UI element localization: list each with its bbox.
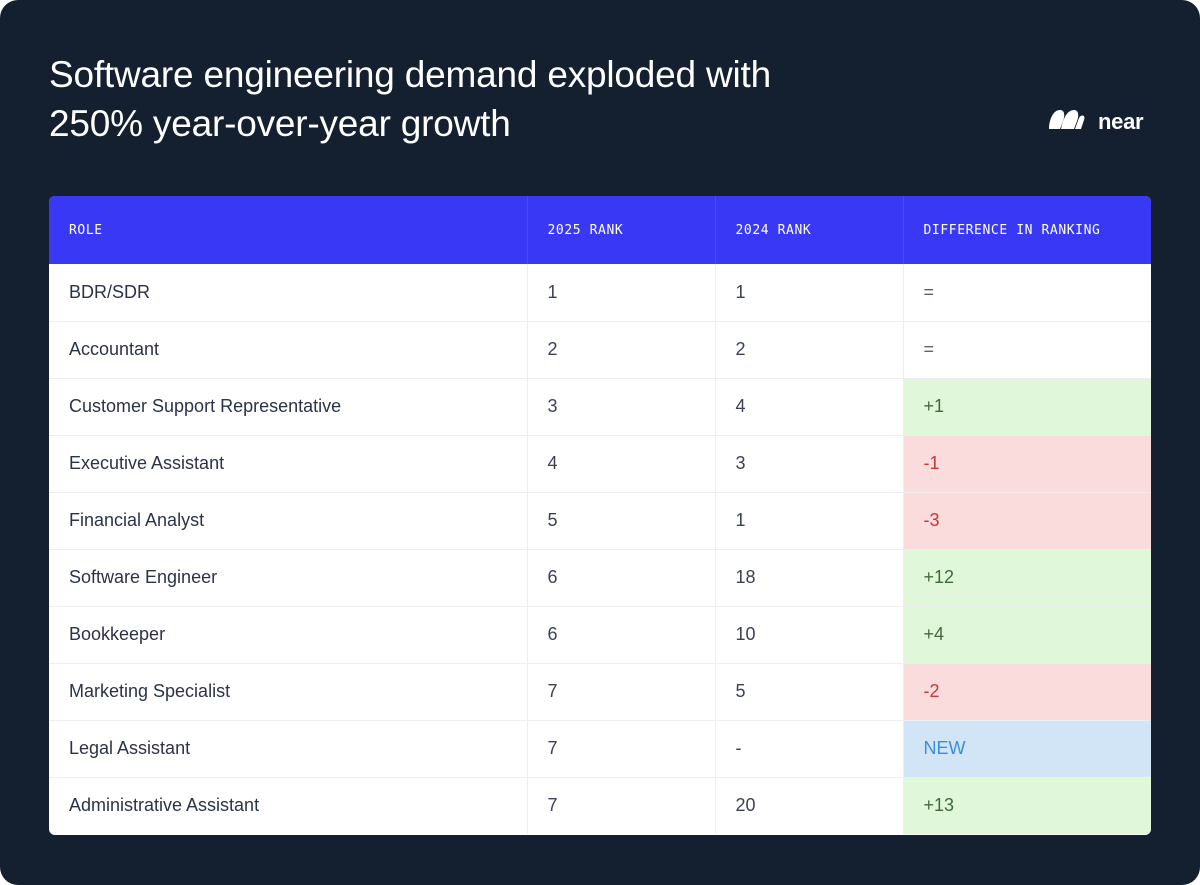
role-cell: Legal Assistant [49,719,528,777]
rank-2025-cell: 7 [527,719,716,777]
rank-2025-cell: 7 [527,662,716,720]
near-logo-text: near [1098,109,1144,134]
rank-2024-cell: 20 [715,776,904,834]
title-line-2: 250% year-over-year growth [49,103,511,144]
rank-2025-cell: 6 [527,548,716,606]
difference-cell: NEW [903,719,1151,777]
difference-cell: +12 [903,548,1151,606]
table-header-row: ROLE 2025 RANK 2024 RANK DIFFERENCE IN R… [49,196,1151,264]
column-header-2024-rank: 2024 RANK [715,196,904,264]
column-header-role: ROLE [49,196,528,264]
table-body: BDR/SDR 1 1 = Accountant 2 2 = Customer Support … [49,264,1151,834]
near-logo-icon [1049,110,1085,129]
page-title: Software engineering demand exploded wit… [49,50,949,148]
table-row: Executive Assistant 4 3 -1 [49,434,1151,492]
rank-2024-cell: 4 [715,377,904,435]
difference-cell: +1 [903,377,1151,435]
title-line-1: Software engineering demand exploded wit… [49,54,772,95]
difference-cell: -3 [903,491,1151,549]
table-row: Financial Analyst 5 1 -3 [49,491,1151,549]
difference-cell: +13 [903,776,1151,834]
table-row: BDR/SDR 1 1 = [49,264,1151,321]
rank-2024-cell: - [715,719,904,777]
difference-cell: = [903,264,1151,321]
table-row: Bookkeeper 6 10 +4 [49,605,1151,663]
ranking-table: ROLE 2025 RANK 2024 RANK DIFFERENCE IN R… [49,196,1151,834]
ranking-table-container: ROLE 2025 RANK 2024 RANK DIFFERENCE IN R… [49,196,1151,835]
difference-cell: +4 [903,605,1151,663]
table-row: Marketing Specialist 7 5 -2 [49,662,1151,720]
rank-2024-cell: 10 [715,605,904,663]
role-cell: Customer Support Representative [49,377,528,435]
role-cell: Accountant [49,320,528,378]
rank-2025-cell: 3 [527,377,716,435]
table-row: Accountant 2 2 = [49,320,1151,378]
rank-2025-cell: 6 [527,605,716,663]
rank-2024-cell: 2 [715,320,904,378]
rank-2025-cell: 2 [527,320,716,378]
near-logo: near [1046,106,1144,134]
table-row: Legal Assistant 7- NEW [49,719,1151,777]
table-row: Customer Support Representative 3 4 +1 [49,377,1151,435]
table-row: Administrative Assistant 7 20 +13 [49,776,1151,834]
rank-2025-cell: 7 [527,776,716,834]
role-cell: Financial Analyst [49,491,528,549]
difference-cell: -2 [903,662,1151,720]
rank-2024-cell: 1 [715,491,904,549]
role-cell: Bookkeeper [49,605,528,663]
role-cell: Software Engineer [49,548,528,606]
rank-2024-cell: 18 [715,548,904,606]
rank-2025-cell: 4 [527,434,716,492]
role-cell: BDR/SDR [49,264,528,321]
rank-2024-cell: 5 [715,662,904,720]
rank-2025-cell: 5 [527,491,716,549]
column-header-difference: DIFFERENCE IN RANKING [903,196,1151,264]
role-cell: Administrative Assistant [49,776,528,834]
rank-2025-cell: 1 [527,264,716,321]
difference-cell: = [903,320,1151,378]
role-cell: Marketing Specialist [49,662,528,720]
table-row: Software Engineer 6 18 +12 [49,548,1151,606]
column-header-2025-rank: 2025 RANK [527,196,716,264]
rank-2024-cell: 1 [715,264,904,321]
difference-cell: -1 [903,434,1151,492]
rank-2024-cell: 3 [715,434,904,492]
role-cell: Executive Assistant [49,434,528,492]
